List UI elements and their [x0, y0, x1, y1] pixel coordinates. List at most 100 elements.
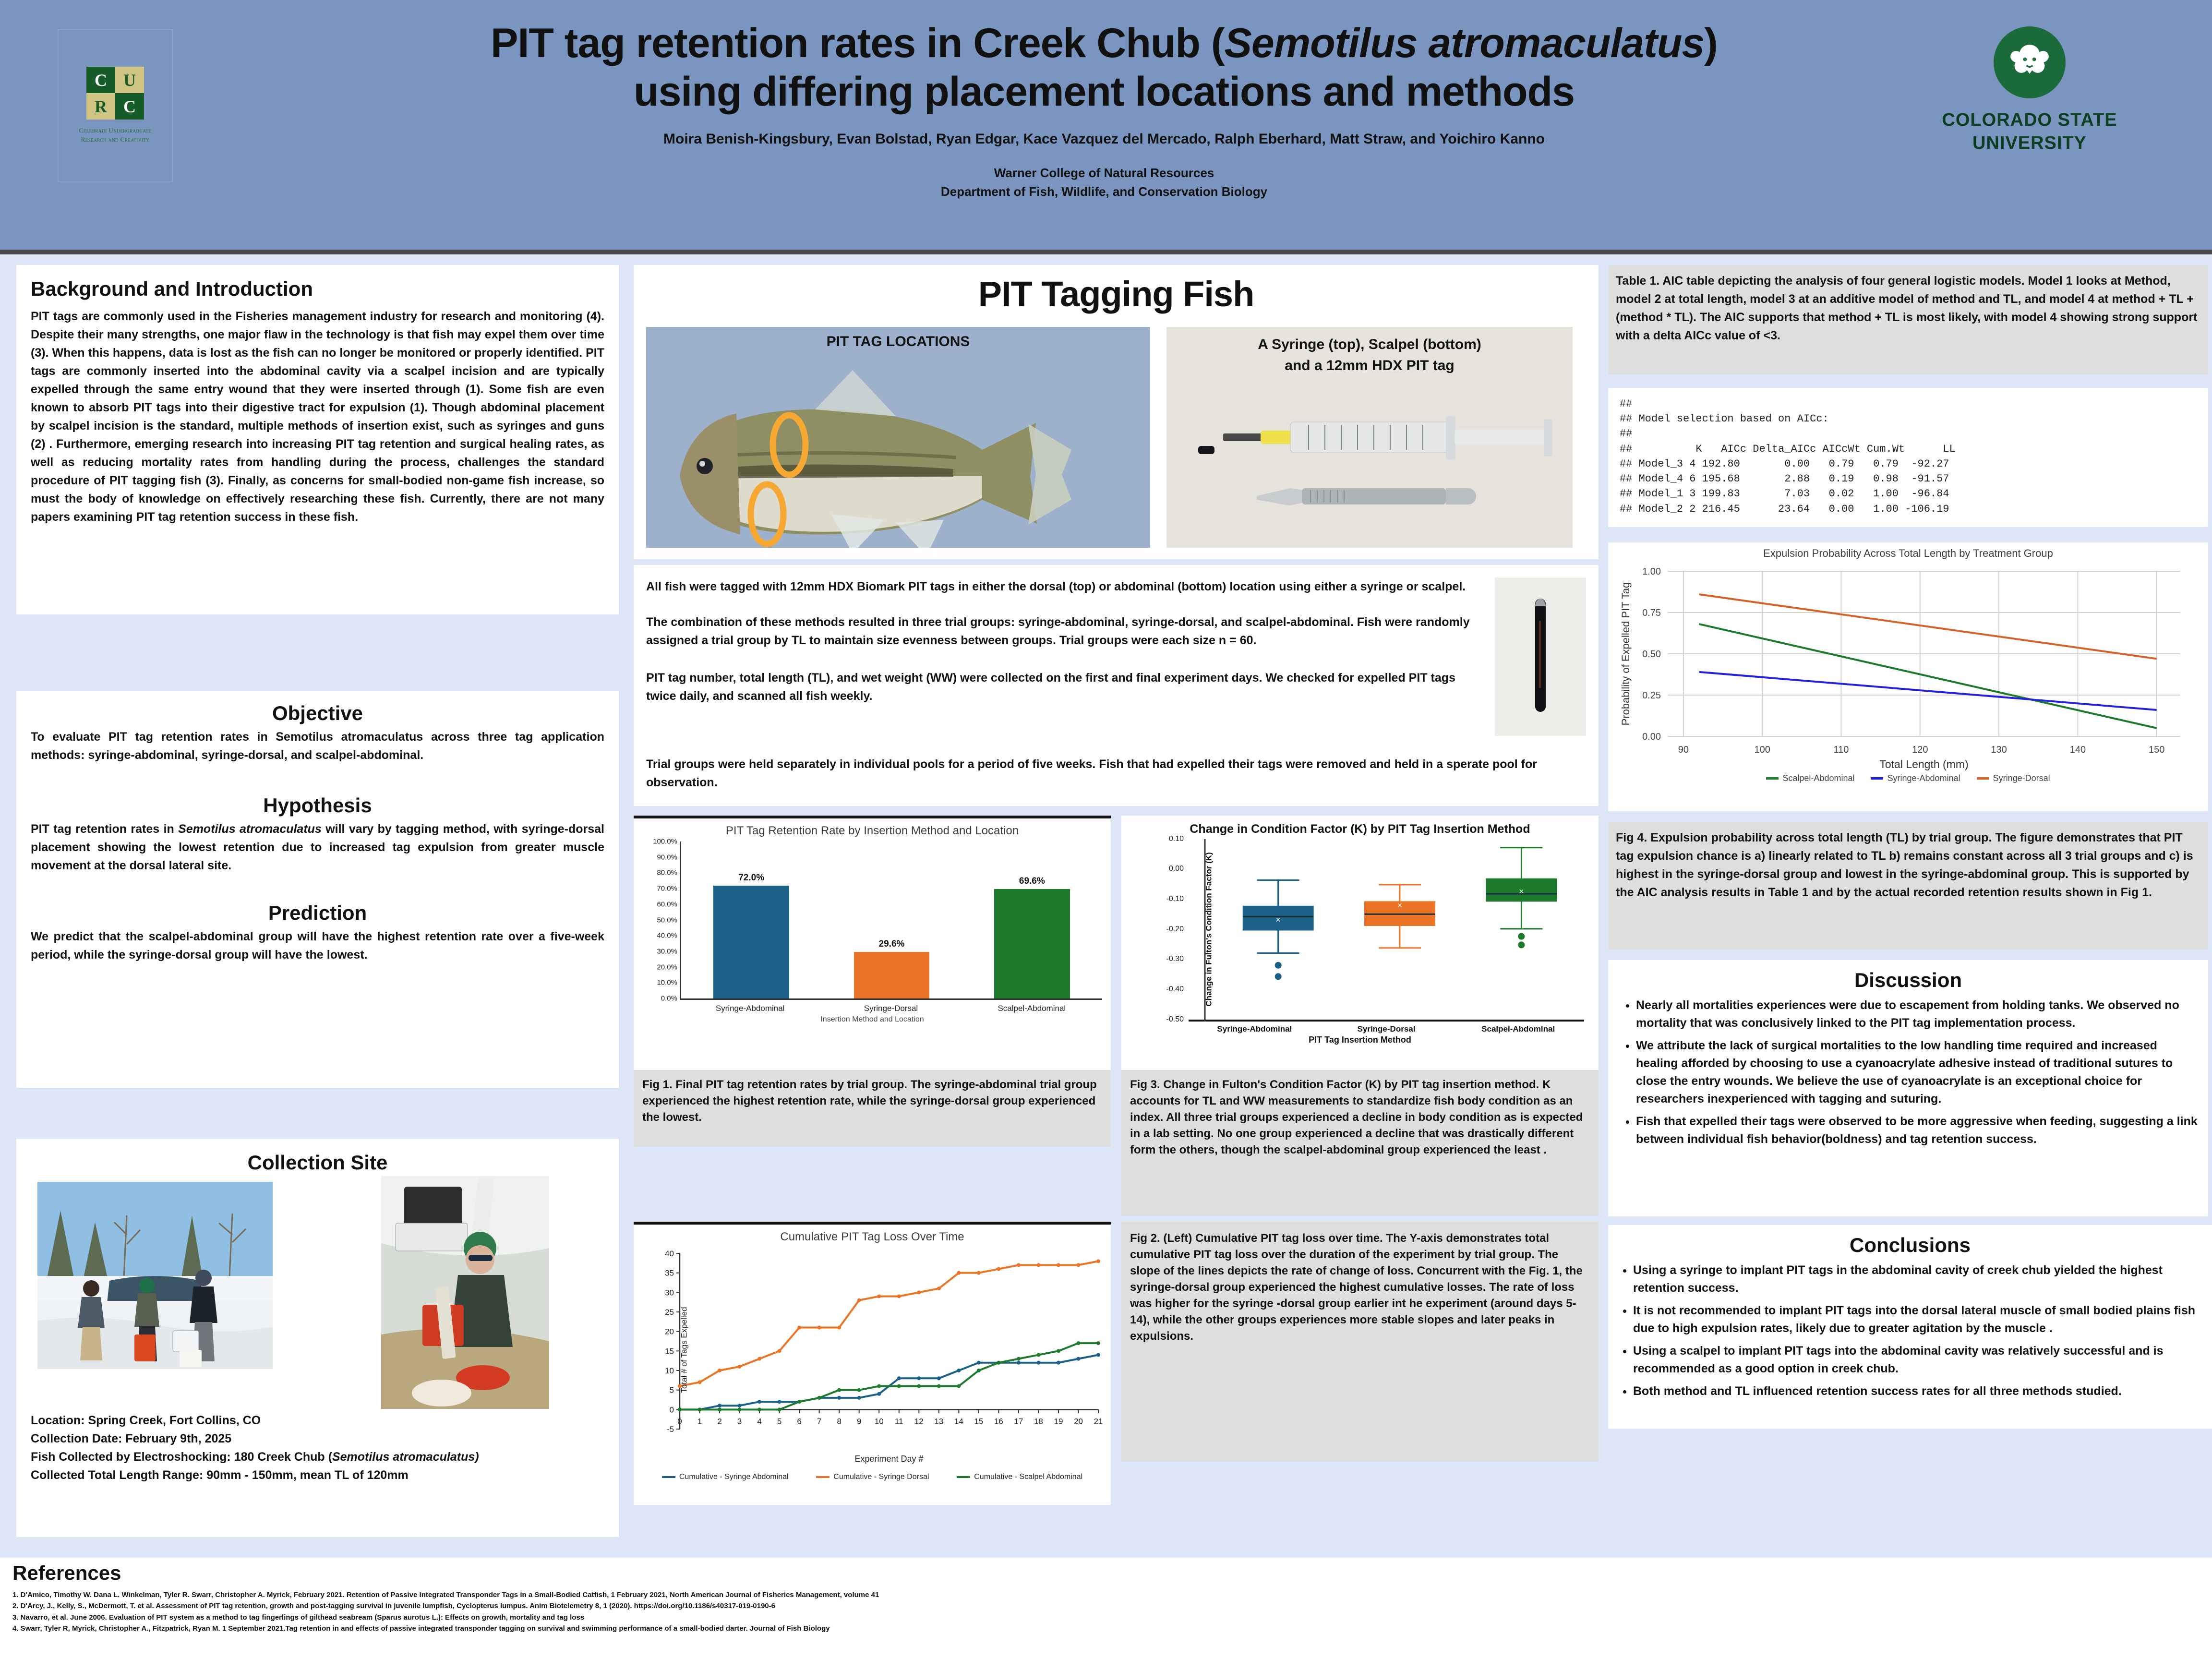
conclusion-bullet: Using a syringe to implant PIT tags in t…: [1633, 1262, 2203, 1297]
fig1-y-tick: 90.0%: [657, 853, 677, 862]
curc-letter-c2: C: [115, 93, 144, 120]
svg-text:21: 21: [1094, 1417, 1103, 1426]
svg-text:5: 5: [777, 1417, 781, 1426]
collection-photo-field-team: [37, 1182, 273, 1369]
fig4-legend: Scalpel-Abdominal Syringe-Abdominal Syring…: [1615, 773, 2201, 783]
conclusions-heading: Conclusions: [1849, 1234, 1971, 1256]
reference-item: 3. Navarro, et al. June 2006. Evaluation…: [12, 1613, 585, 1622]
fig4-legend-item: Scalpel-Abdominal: [1766, 773, 1854, 783]
conclusions-bullet-list: Using a syringe to implant PIT tags in t…: [1633, 1262, 2203, 1400]
svg-text:×: ×: [1519, 886, 1524, 896]
references-heading: References: [12, 1562, 121, 1584]
fig3-x-tick: Syringe-Dorsal: [1357, 1024, 1416, 1034]
svg-text:Experiment Day #: Experiment Day #: [854, 1454, 923, 1464]
fig1-caption-box: Fig 1. Final PIT tag retention rates by …: [634, 1070, 1111, 1147]
hypothesis-text-post: will vary by tagging method, with syring…: [31, 822, 604, 872]
fish-image-caption: PIT TAG LOCATIONS: [826, 334, 970, 349]
discussion-bullet-list: Nearly all mortalities experiences were …: [1636, 997, 2200, 1148]
curc-tagline: Celebrate Undergraduate Research and Cre…: [79, 126, 152, 144]
fig2-plot-area: Total # of Tags Expelled 40 35 30 25 20 15 10 5…: [638, 1245, 1106, 1473]
fig4-caption: Fig 4. Expulsion probability across tota…: [1616, 831, 2193, 899]
fig2-title: Cumulative PIT Tag Loss Over Time: [780, 1230, 964, 1243]
fig3-title: Change in Condition Factor (K) by PIT Ta…: [1190, 822, 1530, 836]
tools-caption-line2: and a 12mm HDX PIT tag: [1285, 358, 1455, 373]
fig3-x-tick: Syringe-Abdominal: [1217, 1024, 1292, 1034]
pit-tagging-heading: PIT Tagging Fish: [978, 274, 1255, 314]
fig1-y-tick: 100.0%: [653, 837, 677, 846]
affiliation-college: Warner College of Natural Resources: [994, 165, 1214, 180]
collection-total-length: Collected Total Length Range: 90mm - 150…: [31, 1468, 409, 1482]
poster-title: PIT tag retention rates in Creek Chub (S…: [298, 19, 1911, 117]
affiliation-department: Department of Fish, Wildlife, and Conser…: [940, 184, 1268, 199]
ram-head-icon: [1994, 26, 2066, 98]
svg-text:17: 17: [1014, 1417, 1023, 1426]
discussion-heading: Discussion: [1854, 969, 1962, 991]
hypothesis-text-pre: PIT tag retention rates in: [31, 822, 179, 836]
poster-title-line1-b: ): [1704, 20, 1718, 66]
svg-text:8: 8: [837, 1417, 841, 1426]
poster-title-line2: using differing placement locations and …: [634, 69, 1575, 115]
collection-site-section: Collection Site: [16, 1139, 619, 1537]
svg-text:2: 2: [717, 1417, 721, 1426]
fig1-y-tick: 30.0%: [657, 947, 677, 956]
aic-code-text: ## ## Model selection based on AICc: ## …: [1620, 398, 1956, 515]
fig1-x-tick: Syringe-Dorsal: [864, 1004, 918, 1013]
fig3-chart: Change in Condition Factor (K) by PIT Ta…: [1121, 816, 1599, 1070]
fig2-legend-label: Cumulative - Syringe Abdominal: [679, 1473, 789, 1481]
fig3-caption: Fig 3. Change in Fulton's Condition Fact…: [1130, 1078, 1583, 1157]
prediction-heading: Prediction: [268, 902, 367, 924]
methods-paragraph-3: PIT tag number, total length (TL), and w…: [646, 671, 1455, 703]
fig1-bar-group: 72.0%: [713, 842, 790, 998]
fig1-caption: Fig 1. Final PIT tag retention rates by …: [642, 1078, 1097, 1124]
svg-text:12: 12: [914, 1417, 924, 1426]
fig1-bar: [994, 889, 1070, 998]
fig4-legend-item: Syringe-Dorsal: [1976, 773, 2050, 783]
fig3-y-tick: -0.10: [1166, 894, 1184, 903]
fig2-legend-item: Cumulative - Scalpel Abdominal: [957, 1473, 1082, 1481]
conclusions-section: Conclusions Using a syringe to implant P…: [1608, 1225, 2212, 1429]
fig1-y-tick: 20.0%: [657, 963, 677, 972]
fig3-x-tick: Scalpel-Abdominal: [1481, 1024, 1555, 1034]
curc-tagline-line1: Celebrate Undergraduate: [79, 127, 152, 134]
svg-text:0.75: 0.75: [1642, 608, 1661, 618]
aic-table-output: ## ## Model selection based on AICc: ## …: [1608, 388, 2208, 527]
fig2-y-axis-title: Total # of Tags Expelled: [679, 1306, 689, 1393]
fig4-caption-box: Fig 4. Expulsion probability across tota…: [1608, 822, 2208, 950]
conclusion-bullet: Both method and TL influenced retention …: [1633, 1382, 2203, 1400]
svg-text:130: 130: [1991, 745, 2007, 755]
fig1-bar-value: 72.0%: [738, 872, 765, 883]
fig3-x-axis-labels: Syringe-Abdominal Syringe-Dorsal Scalpel-A…: [1189, 1024, 1584, 1034]
fig4-plot-area: 1.00 0.75 0.50 0.25 0.00 90 100 110 120 130 140 150…: [1620, 566, 2180, 770]
fig1-y-tick: 10.0%: [657, 978, 677, 987]
tools-caption-line1: A Syringe (top), Scalpel (bottom): [1258, 337, 1481, 352]
svg-text:30: 30: [665, 1288, 674, 1297]
fig2-legend-item: Cumulative - Syringe Abdominal: [661, 1473, 789, 1481]
methods-paragraph-2: The combination of these methods resulte…: [646, 615, 1470, 647]
fig3-y-tick: -0.20: [1166, 925, 1184, 933]
fig4-legend-label: Syringe-Dorsal: [1993, 773, 2050, 783]
fig1-y-tick: 40.0%: [657, 931, 677, 940]
fig2-caption: Fig 2. (Left) Cumulative PIT tag loss ov…: [1130, 1232, 1583, 1343]
svg-text:×: ×: [1397, 901, 1403, 910]
fig1-bar-group: 69.6%: [994, 842, 1070, 998]
collection-photo-researcher: [381, 1176, 549, 1409]
abdominal-tag-location-marker: [747, 481, 787, 547]
fig3-y-tick: -0.50: [1166, 1015, 1184, 1023]
svg-text:18: 18: [1034, 1417, 1043, 1426]
fig1-y-tick: 80.0%: [657, 868, 677, 877]
fig1-x-axis-title: Insertion Method and Location: [820, 1015, 924, 1023]
fig2-legend-label: Cumulative - Syringe Dorsal: [833, 1473, 929, 1481]
fig1-y-tick: 60.0%: [657, 900, 677, 909]
fig4-legend-label: Scalpel-Abdominal: [1782, 773, 1855, 783]
pit-tagging-section: PIT Tagging Fish PIT TAG LOCATIONS: [634, 265, 1599, 559]
collection-site-heading: Collection Site: [247, 1151, 388, 1174]
fig2-caption-box: Fig 2. (Left) Cumulative PIT tag loss ov…: [1121, 1222, 1599, 1462]
author-list: Moira Benish-Kingsbury, Evan Bolstad, Ry…: [663, 131, 1545, 147]
svg-text:140: 140: [2070, 745, 2086, 755]
discussion-section: Discussion Nearly all mortalities experi…: [1608, 960, 2208, 1216]
middle-column: PIT Tagging Fish PIT TAG LOCATIONS: [634, 265, 1599, 1505]
conclusion-bullet: It is not recommended to implant PIT tag…: [1633, 1302, 2203, 1337]
fig1-bar-value: 69.6%: [1019, 876, 1045, 887]
svg-text:0.50: 0.50: [1642, 649, 1661, 660]
